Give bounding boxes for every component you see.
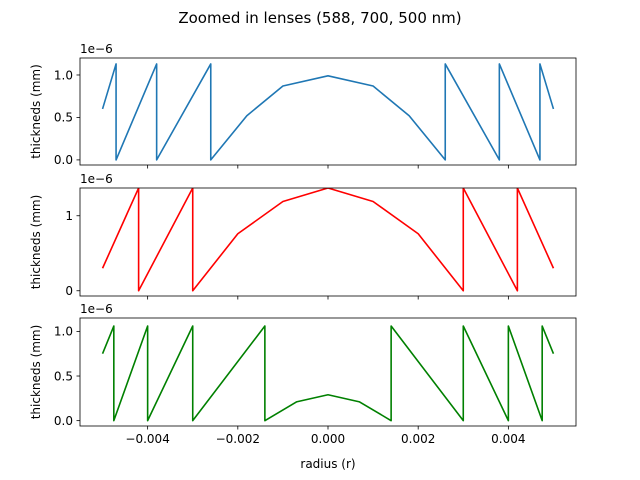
chart-panel-3: 0.0 0.5 1.0 −0.004 −0.002 0.000 0.002 0.004 1e−6… [29,302,577,471]
y-tick-label: 1.0 [54,325,73,339]
y-tick-label: 0.0 [54,153,73,167]
y-tick-label: 1 [65,209,73,223]
axes-frame [79,317,577,427]
y-offset-text: 1e−6 [80,42,113,56]
x-tick-label: −0.002 [216,432,260,446]
chart-panel-2: 0 1 1e−6 thickneds (mm) [29,172,577,300]
series-line-3-1 [101,325,555,422]
y-tick-label: 0.5 [54,111,73,125]
y-tick-label: 0 [65,284,73,298]
x-tick-label: −0.004 [125,432,169,446]
y-axis-label: thickneds (mm) [29,64,43,159]
y-tick-label: 0.5 [54,369,73,383]
y-tick-label: 0.0 [54,414,73,428]
y-axis-label: thickneds (mm) [29,195,43,290]
axes-frame [79,187,577,297]
y-tick-label: 1.0 [54,68,73,82]
x-axis-label: radius (r) [300,457,355,471]
series-line-1-1 [101,63,555,161]
chart-panel-1: 0.0 0.5 1.0 1e−6 thickneds (mm) [29,42,577,169]
x-tick-label: 0.000 [311,432,345,446]
axes-frame [79,57,577,166]
y-offset-text: 1e−6 [80,302,113,316]
series-line-2-1 [101,188,555,292]
x-tick-label: 0.004 [491,432,525,446]
y-axis-label: thickneds (mm) [29,325,43,420]
figure-title: Zoomed in lenses (588, 700, 500 nm) [178,9,461,27]
x-tick-label: 0.002 [401,432,435,446]
y-offset-text: 1e−6 [80,172,113,186]
